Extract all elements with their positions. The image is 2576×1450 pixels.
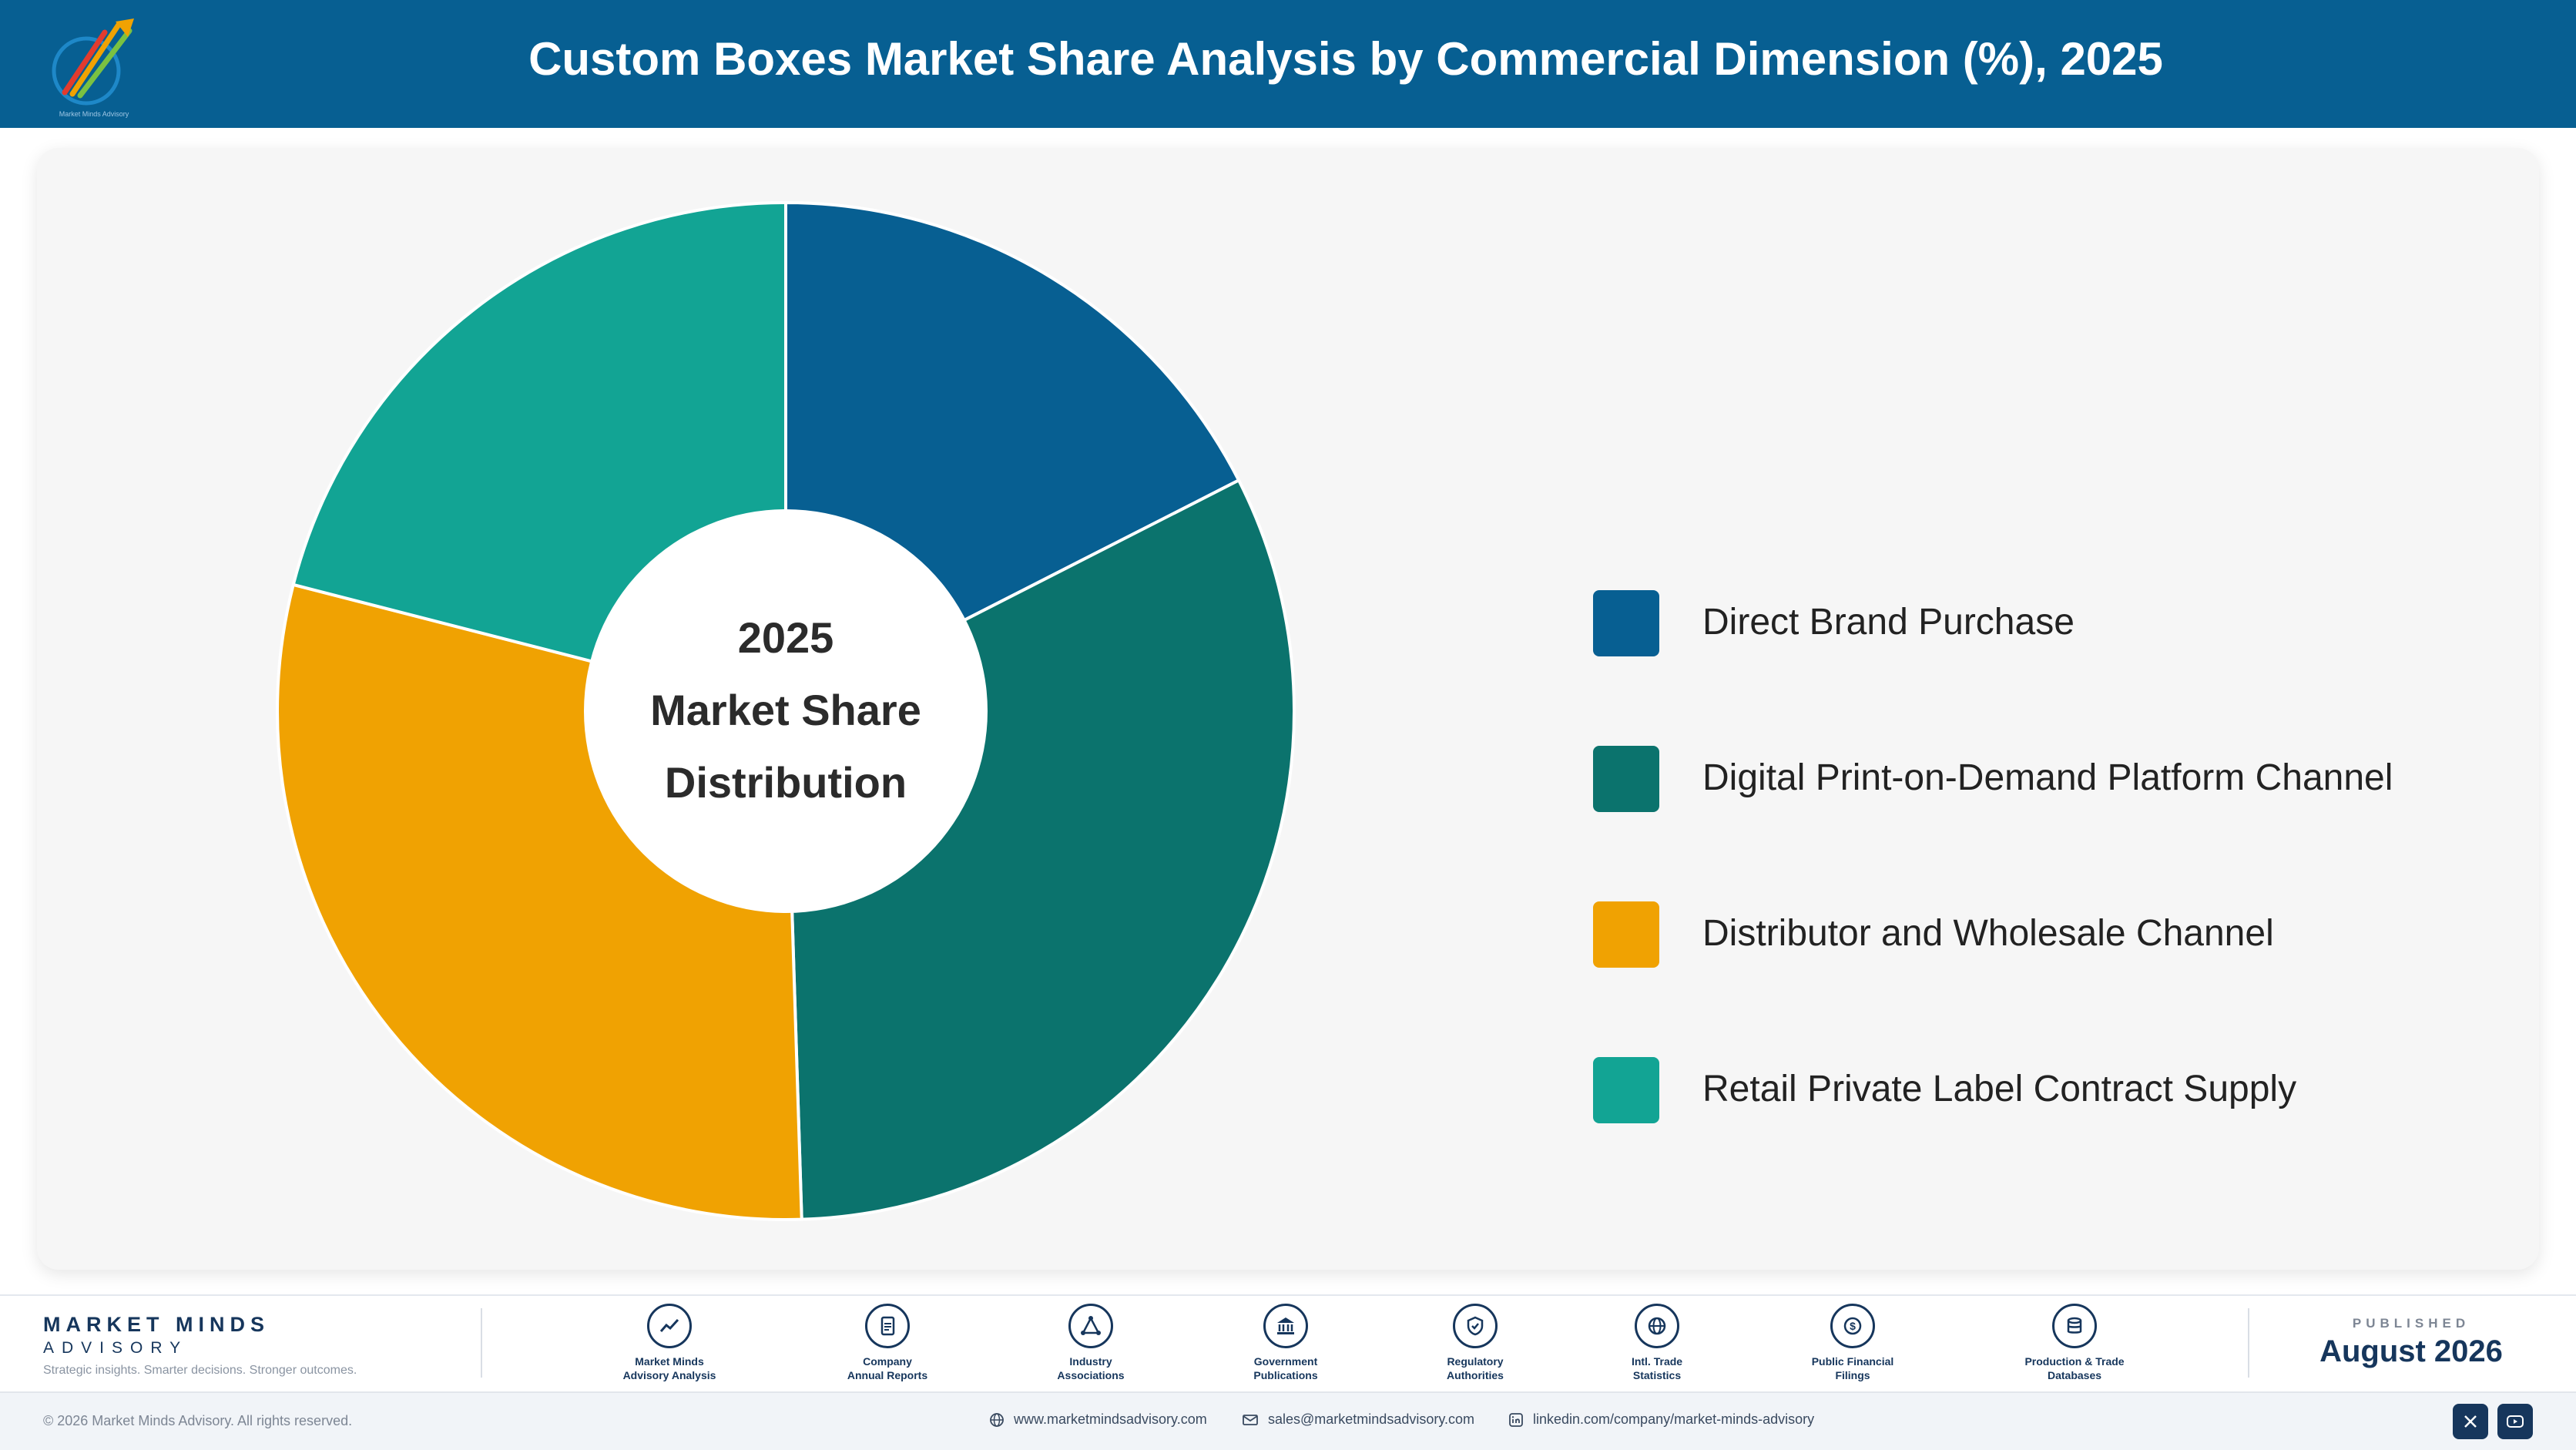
source-label: Market Minds Advisory Analysis	[622, 1355, 716, 1381]
shield-icon	[1453, 1304, 1498, 1348]
source-financial-filings: $ Public Financial Filings	[1768, 1304, 1937, 1382]
email-text: sales@marketmindsadvisory.com	[1268, 1411, 1475, 1427]
legend-swatch	[1593, 901, 1659, 968]
linkedin-text: linkedin.com/company/market-minds-adviso…	[1533, 1411, 1815, 1427]
network-icon	[1068, 1304, 1113, 1348]
brand-name: MARKET MINDS	[43, 1313, 270, 1336]
source-trade-databases: Production & Trade Databases	[1990, 1304, 2159, 1382]
linkedin-link[interactable]: linkedin.com/company/market-minds-adviso…	[1508, 1411, 1814, 1428]
center-label-line-3: Distribution	[665, 758, 907, 807]
legend-item-retail-private: Retail Private Label Contract Supply	[1593, 1057, 2556, 1123]
website-link[interactable]: www.marketmindsadvisory.com	[989, 1411, 1207, 1428]
legend-swatch	[1593, 590, 1659, 656]
legend-item-digital-print: Digital Print-on-Demand Platform Channel	[1593, 746, 2556, 812]
source-trade-stats: Intl. Trade Statistics	[1572, 1304, 1742, 1382]
source-label: Government Publications	[1253, 1355, 1318, 1381]
trend-icon	[647, 1304, 692, 1348]
x-social-button[interactable]	[2453, 1404, 2488, 1439]
divider	[2248, 1308, 2249, 1378]
linkedin-icon	[1509, 1412, 1523, 1427]
legend-label: Retail Private Label Contract Supply	[1702, 1069, 2297, 1109]
source-label: Industry Associations	[1057, 1355, 1125, 1381]
donut-hole	[584, 509, 988, 913]
source-industry-associations: Industry Associations	[1006, 1304, 1176, 1382]
source-regulatory: Regulatory Authorities	[1390, 1304, 1560, 1382]
divider	[481, 1308, 482, 1378]
company-logo: Market Minds Advisory	[39, 8, 154, 123]
center-label-line-2: Market Share	[650, 686, 921, 734]
government-icon	[1263, 1304, 1308, 1348]
published-date: August 2026	[2319, 1334, 2503, 1368]
svg-text:Market Minds Advisory: Market Minds Advisory	[59, 110, 129, 118]
source-label: Production & Trade Databases	[2024, 1355, 2125, 1381]
email-link[interactable]: sales@marketmindsadvisory.com	[1242, 1411, 1474, 1428]
legend-label: Digital Print-on-Demand Platform Channel	[1702, 757, 2393, 798]
website-text: www.marketmindsadvisory.com	[1014, 1411, 1207, 1427]
source-label: Public Financial Filings	[1811, 1355, 1894, 1381]
document-icon	[865, 1304, 910, 1348]
source-label: Company Annual Reports	[847, 1355, 928, 1381]
legend-label: Direct Brand Purchase	[1702, 602, 2075, 643]
footer-contact-bar: © 2026 Market Minds Advisory. All rights…	[0, 1391, 2576, 1450]
mail-icon	[1243, 1414, 1258, 1425]
x-icon	[2464, 1415, 2477, 1428]
published-label: PUBLISHED	[2352, 1316, 2470, 1331]
legend-item-direct-brand: Direct Brand Purchase	[1593, 590, 2556, 656]
globe-icon	[990, 1412, 1004, 1427]
source-government: Government Publications	[1201, 1304, 1370, 1382]
header-bar: Market Minds Advisory Custom Boxes Marke…	[0, 0, 2576, 128]
source-label: Regulatory Authorities	[1447, 1355, 1504, 1381]
legend-item-distributor: Distributor and Wholesale Channel	[1593, 901, 2556, 968]
source-annual-reports: Company Annual Reports	[803, 1304, 972, 1382]
page-title: Custom Boxes Market Share Analysis by Co…	[528, 33, 2163, 85]
chart-card: 2025 Market Share Distribution Direct Br…	[37, 148, 2539, 1270]
svg-text:$: $	[1850, 1320, 1856, 1332]
dollar-icon: $	[1830, 1304, 1875, 1348]
legend-swatch	[1593, 746, 1659, 812]
legend-label: Distributor and Wholesale Channel	[1702, 913, 2274, 954]
legend-swatch	[1593, 1057, 1659, 1123]
youtube-social-button[interactable]	[2497, 1404, 2533, 1439]
source-label: Intl. Trade Statistics	[1631, 1355, 1683, 1381]
donut-chart: 2025 Market Share Distribution	[276, 200, 1296, 1221]
brand-subtitle: ADVISORY	[43, 1339, 189, 1357]
center-label-year: 2025	[738, 613, 834, 662]
brand-tagline: Strategic insights. Smarter decisions. S…	[43, 1364, 357, 1377]
source-market-minds: Market Minds Advisory Analysis	[585, 1304, 754, 1382]
youtube-icon	[2507, 1415, 2524, 1428]
database-icon	[2052, 1304, 2097, 1348]
copyright-text: © 2026 Market Minds Advisory. All rights…	[43, 1413, 353, 1428]
globe-icon	[1635, 1304, 1679, 1348]
footer-sources-bar: MARKET MINDS ADVISORY Strategic insights…	[0, 1294, 2576, 1391]
